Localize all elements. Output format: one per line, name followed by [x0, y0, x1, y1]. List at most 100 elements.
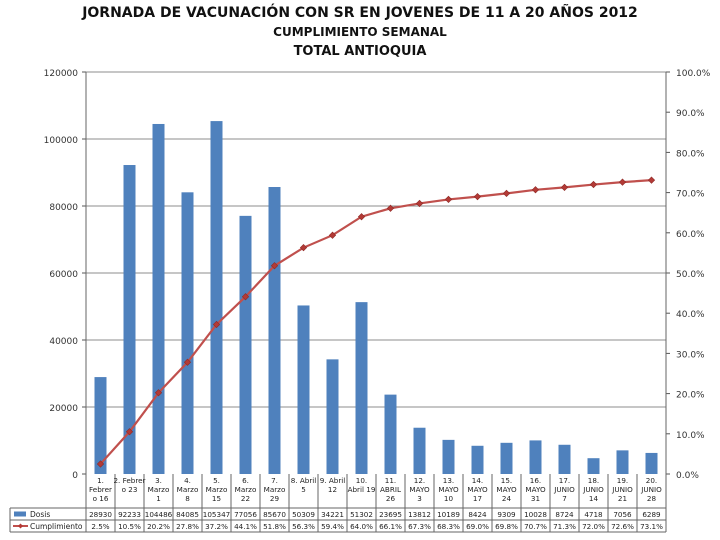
cumplimiento-line — [99, 179, 652, 465]
line-point — [241, 293, 250, 301]
bar — [210, 121, 223, 474]
line-point — [357, 213, 366, 221]
line-point — [270, 262, 279, 270]
x-tick-label: o 23 — [122, 485, 138, 494]
x-tick-label: 24 — [502, 494, 512, 503]
x-tick-label: 13. — [443, 476, 454, 485]
y-right-tick-label: 10.0% — [676, 431, 705, 441]
chart-subtitle-region: TOTAL ANTIOQUIA — [293, 44, 427, 59]
x-tick-label: 3. — [155, 476, 162, 485]
x-tick-label: 10. — [356, 476, 367, 485]
line-point — [444, 195, 453, 204]
x-tick-label: 14 — [589, 494, 599, 503]
y-right-tick-label: 90.0% — [676, 109, 705, 119]
y-right-tick-label: 80.0% — [676, 149, 705, 159]
line-point — [154, 389, 163, 397]
line-point — [647, 176, 656, 184]
x-tick-label: 14. — [472, 476, 483, 485]
table-value-cumplimiento: 10.5% — [118, 522, 141, 531]
x-tick-label: 18. — [588, 476, 599, 485]
legend-swatch-dosis — [14, 511, 26, 517]
bar — [500, 442, 513, 474]
y-right-tick-label: 40.0% — [676, 310, 705, 320]
x-tick-label: Marzo — [264, 485, 286, 494]
bar — [181, 192, 194, 474]
table-value-dosis: 85670 — [263, 510, 286, 519]
y-left-tick-label: 80000 — [49, 203, 78, 213]
bar — [442, 439, 455, 474]
x-tick-label: MAYO — [438, 485, 459, 494]
x-tick-label: 3 — [417, 494, 422, 503]
y-left-tick-label: 120000 — [44, 69, 79, 79]
x-tick-label: Marzo — [235, 485, 257, 494]
table-value-cumplimiento: 71.3% — [553, 522, 576, 531]
x-tick-label: 12 — [328, 485, 337, 494]
y-left-tick-label: 100000 — [44, 136, 79, 146]
x-tick-label: Abril 19 — [348, 485, 376, 494]
x-tick-label: 11. — [385, 476, 396, 485]
x-tick-label: JUNIO — [611, 485, 633, 494]
table-value-dosis: 13812 — [408, 510, 431, 519]
bar — [384, 394, 397, 474]
line-point — [96, 460, 105, 468]
table-value-cumplimiento: 27.8% — [176, 522, 199, 531]
line-point — [618, 178, 627, 186]
table-value-dosis: 10028 — [524, 510, 547, 519]
table-value-cumplimiento: 73.1% — [640, 522, 663, 531]
line-point — [125, 428, 134, 436]
x-tick-label: 19. — [617, 476, 628, 485]
x-tick-label: 15. — [501, 476, 512, 485]
legend-label-cumplimiento: Cumplimiento — [30, 522, 83, 531]
table-value-dosis: 8424 — [468, 510, 487, 519]
x-tick-label: Marzo — [148, 485, 170, 494]
x-tick-label: 8. Abril — [291, 476, 317, 485]
x-tick-label: 22 — [241, 494, 250, 503]
x-tick-label: JUNIO — [640, 485, 662, 494]
x-tick-label: 21 — [618, 494, 627, 503]
x-tick-label: 8 — [185, 494, 190, 503]
x-tick-label: 10 — [444, 494, 454, 503]
x-tick-label: Febrer — [89, 485, 112, 494]
table-value-dosis: 23695 — [379, 510, 402, 519]
table-value-dosis: 105347 — [203, 510, 230, 519]
legend-marker-cumplimiento — [18, 523, 23, 529]
chart-subtitle: CUMPLIMIENTO SEMANAL — [273, 25, 447, 39]
x-tick-label: 5 — [301, 485, 306, 494]
x-tick-label: 31 — [531, 494, 540, 503]
line-point — [531, 186, 540, 194]
bar — [471, 445, 484, 474]
table-value-dosis: 4718 — [584, 510, 603, 519]
table-value-dosis: 7056 — [613, 510, 632, 519]
line-point — [560, 183, 569, 191]
x-tick-label: 6. — [242, 476, 249, 485]
x-tick-label: 26 — [386, 494, 396, 503]
table-value-dosis: 10189 — [437, 510, 460, 519]
table-value-dosis: 104486 — [145, 510, 173, 519]
table-value-cumplimiento: 37.2% — [205, 522, 228, 531]
x-tick-label: Marzo — [206, 485, 228, 494]
table-value-cumplimiento: 68.3% — [437, 522, 460, 531]
y-right-tick-label: 50.0% — [676, 270, 705, 280]
table-value-dosis: 77056 — [234, 510, 257, 519]
x-tick-label: 17 — [473, 494, 482, 503]
line-point — [415, 199, 424, 208]
x-tick-label: 1 — [156, 494, 161, 503]
x-tick-label: 16. — [530, 476, 541, 485]
bar — [297, 305, 310, 474]
line-point — [328, 231, 337, 239]
table-value-cumplimiento: 56.3% — [292, 522, 315, 531]
y-right-tick-label: 0.0% — [676, 471, 699, 481]
line-point — [212, 320, 221, 329]
table-value-cumplimiento: 2.5% — [91, 522, 109, 531]
line-point — [473, 192, 482, 201]
table-value-cumplimiento: 64.0% — [350, 522, 373, 531]
table-value-cumplimiento: 69.0% — [466, 522, 489, 531]
bar — [123, 165, 136, 474]
x-tick-label: 2. Febrer — [113, 476, 145, 485]
table-value-dosis: 92233 — [118, 510, 141, 519]
legend-label-dosis: Dosis — [30, 510, 50, 519]
x-tick-label: ABRIL — [380, 485, 401, 494]
bar — [355, 302, 368, 474]
table-value-cumplimiento: 70.7% — [524, 522, 547, 531]
bar — [239, 215, 252, 474]
